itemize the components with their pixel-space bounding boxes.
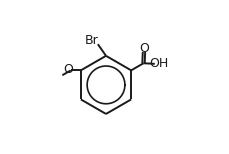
Text: Br: Br — [84, 34, 98, 47]
Text: O: O — [63, 63, 73, 76]
Text: O: O — [139, 42, 148, 55]
Text: OH: OH — [148, 57, 168, 70]
